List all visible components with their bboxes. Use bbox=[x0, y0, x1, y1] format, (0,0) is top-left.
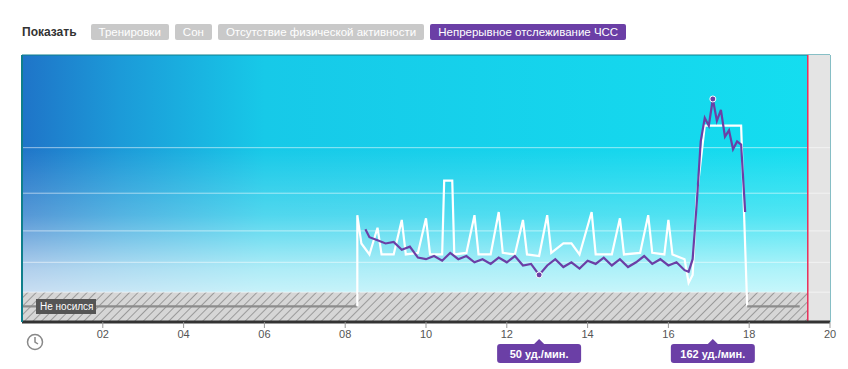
svg-text:14: 14 bbox=[581, 328, 593, 340]
svg-text:08: 08 bbox=[339, 328, 351, 340]
html-text:Сон: Сон bbox=[182, 26, 204, 38]
svg-text:20: 20 bbox=[824, 328, 836, 340]
html-text:Непрерывное отслеживание ЧСС: Непрерывное отслеживание ЧСС bbox=[438, 26, 619, 38]
svg-text:04: 04 bbox=[177, 328, 189, 340]
svg-text:06: 06 bbox=[258, 328, 270, 340]
html-text:Отсутствие физической активнос: Отсутствие физической активности bbox=[225, 26, 417, 38]
svg-text:02: 02 bbox=[97, 328, 109, 340]
svg-text:10: 10 bbox=[420, 328, 432, 340]
html-text:Тренировки: Тренировки bbox=[98, 26, 161, 38]
svg-text:Не носился: Не носился bbox=[40, 301, 93, 312]
svg-text:162 уд./мин.: 162 уд./мин. bbox=[680, 348, 745, 360]
svg-text:16: 16 bbox=[662, 328, 674, 340]
svg-text:12: 12 bbox=[501, 328, 513, 340]
svg-text:18: 18 bbox=[743, 328, 755, 340]
html-text:Показать: Показать bbox=[22, 25, 77, 39]
svg-text:50 уд./мин.: 50 уд./мин. bbox=[510, 348, 569, 360]
